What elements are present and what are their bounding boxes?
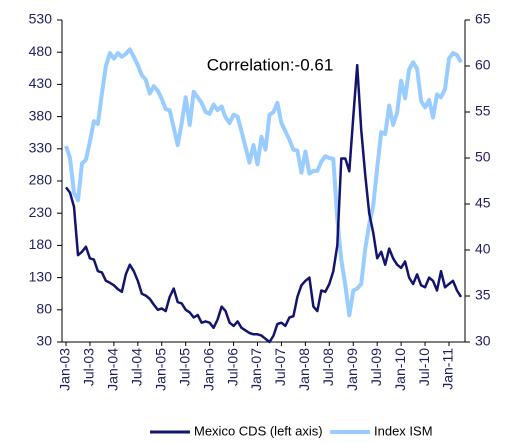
y-tick-label: 130 — [29, 268, 53, 284]
y-tick-label: 230 — [29, 204, 53, 220]
y-tick-label: 180 — [29, 236, 53, 252]
y-tick-label: 30 — [36, 333, 52, 349]
y2-tick-label: 55 — [475, 103, 491, 119]
x-tick-label: Jul-03 — [81, 348, 97, 386]
x-tick-label: Jan-05 — [152, 348, 168, 391]
y-tick-label: 330 — [29, 140, 53, 156]
y-tick-label: 480 — [29, 43, 53, 59]
x-tick-label: Jan-09 — [344, 348, 360, 391]
y-tick-label: 80 — [36, 301, 52, 317]
legend-label: Mexico CDS (left axis) — [194, 423, 323, 438]
annotation: Correlation:-0.61 — [207, 55, 334, 74]
y2-tick-label: 30 — [475, 333, 491, 349]
x-tick-label: Jul-08 — [320, 348, 336, 386]
x-tick-label: Jan-10 — [392, 348, 408, 391]
x-tick-label: Jul-05 — [176, 348, 192, 386]
x-tick-label: Jul-09 — [368, 348, 384, 386]
x-tick-label: Jan-03 — [57, 348, 73, 391]
y2-tick-label: 65 — [475, 11, 491, 27]
x-tick-label: Jan-07 — [248, 348, 264, 391]
y2-tick-label: 35 — [475, 287, 491, 303]
x-tick-label: Jan-06 — [200, 348, 216, 391]
x-tick-label: Jul-06 — [224, 348, 240, 386]
y2-tick-label: 60 — [475, 57, 491, 73]
series-line — [65, 63, 463, 344]
y-tick-label: 530 — [29, 11, 53, 27]
y2-tick-label: 40 — [475, 241, 491, 257]
y2-tick-label: 45 — [475, 195, 491, 211]
x-tick-label: Jan-11 — [440, 348, 456, 390]
x-tick-label: Jan-08 — [296, 348, 312, 391]
y-tick-label: 280 — [29, 172, 53, 188]
x-tick-label: Jan-04 — [105, 348, 121, 391]
x-tick-label: Jul-04 — [129, 348, 145, 386]
series-line — [64, 47, 463, 318]
y-tick-label: 380 — [29, 107, 53, 123]
y-tick-label: 430 — [29, 75, 53, 91]
legend-label: Index ISM — [374, 423, 433, 438]
y2-tick-label: 50 — [475, 149, 491, 165]
x-tick-label: Jul-07 — [272, 348, 288, 386]
x-tick-label: Jul-10 — [416, 348, 432, 386]
